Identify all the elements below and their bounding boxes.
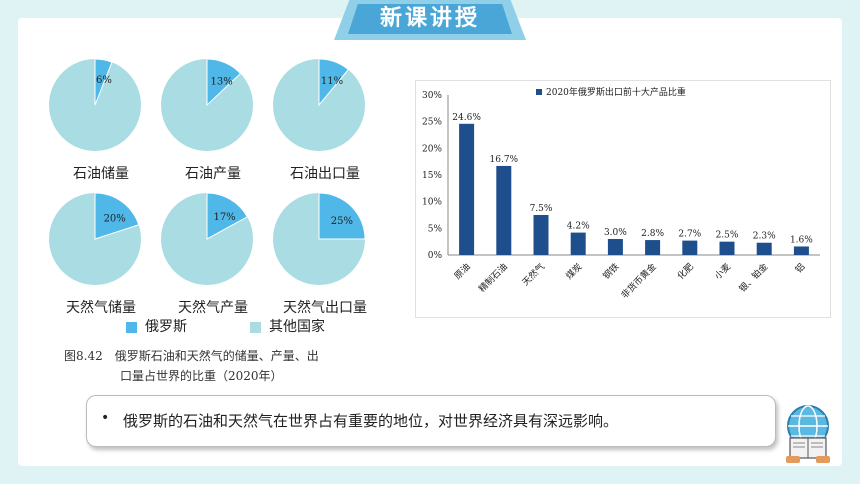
bar-legend: 2020年俄罗斯出口前十大产品比重 (536, 86, 686, 98)
legend-label-russia: 俄罗斯 (145, 319, 187, 335)
legend-swatch-others (250, 321, 261, 333)
y-tick-label: 10% (422, 198, 442, 208)
pie-slice-russia (206, 58, 242, 107)
x-tick-label: 铝 (793, 261, 808, 276)
content-card (18, 18, 842, 466)
note-text: 俄罗斯的石油和天然气在世界占有重要的地位，对世界经济具有深远影响。 (123, 412, 619, 430)
pie-chart: 17% 天然气产量 (160, 192, 266, 320)
note-bullet: • (101, 410, 110, 426)
pie-svg: 25% (273, 192, 366, 285)
bar (719, 241, 735, 255)
bar-legend-label: 2020年俄罗斯出口前十大产品比重 (546, 86, 686, 98)
pie-slice-russia (94, 58, 113, 106)
pie-value-label: 11% (321, 76, 343, 87)
pie-chart: 11% 石油出口量 (272, 58, 378, 186)
figure-caption: 图8.42 俄罗斯石油和天然气的储量、产量、出 口量占世界的比重（2020年） (64, 346, 364, 386)
x-tick-label: 非货币黄金 (618, 261, 658, 301)
bar-chart: 2020年俄罗斯出口前十大产品比重 0% 5% 10% 15% 20% 25% 30% 24.6… (422, 86, 820, 301)
bar-legend-swatch (536, 89, 542, 95)
pie-label: 天然气出口量 (283, 300, 367, 316)
pie-slice-russia (318, 192, 366, 240)
pie-svg: 17% (161, 192, 253, 285)
globe-book-icon (786, 405, 830, 463)
pie-label: 石油出口量 (290, 166, 360, 182)
bar (756, 242, 772, 255)
legend-swatch-russia (126, 321, 137, 333)
pie-chart: 20% 天然气储量 (48, 192, 154, 320)
y-tick-label: 5% (428, 224, 443, 234)
bar (645, 240, 661, 255)
legend-item-others: 其他国家 (250, 316, 325, 336)
pie-slice-russia (94, 192, 140, 240)
legend-label-others: 其他国家 (269, 319, 325, 335)
pie-label: 石油储量 (73, 166, 129, 182)
pie-slice-russia (318, 58, 350, 107)
x-tick-label: 化肥 (675, 261, 696, 282)
y-tick-label: 0% (428, 251, 443, 261)
bar-value-label: 3.0% (604, 228, 627, 238)
bar (682, 240, 698, 255)
x-tick-label: 煤炭 (563, 261, 584, 282)
x-tick-label: 小麦 (712, 261, 733, 282)
y-tick-label: 15% (422, 171, 442, 181)
bar-value-label: 24.6% (452, 113, 481, 123)
bar-value-label: 7.5% (530, 204, 553, 214)
summary-note: • 俄罗斯的石油和天然气在世界占有重要的地位，对世界经济具有深远影响。 (86, 395, 776, 447)
bar-value-label: 16.7% (490, 155, 519, 165)
pie-chart: 6% 石油储量 (48, 58, 154, 186)
pie-svg: 20% (49, 192, 141, 285)
pie-value-label: 20% (104, 213, 126, 224)
bar (607, 239, 623, 255)
x-tick-label: 银、铂金 (736, 261, 770, 295)
pie-svg: 6% (49, 58, 141, 151)
y-tick-label: 20% (422, 144, 442, 154)
pie-slice-russia (206, 192, 248, 240)
bar-value-label: 2.8% (641, 229, 664, 239)
bar-value-label: 1.6% (790, 235, 813, 245)
pie-grid: 6% 石油储量 13% 石油产量 11% 石油出口量 20% 天然气储量 17% 天然气产量 25%… (48, 58, 368, 348)
pie-value-label: 6% (96, 75, 112, 86)
bar-value-label: 2.7% (678, 230, 701, 240)
pie-svg: 11% (273, 58, 365, 151)
pie-value-label: 13% (210, 77, 232, 88)
caption-line-2: 口量占世界的比重（2020年） (120, 369, 283, 383)
bar-value-label: 2.3% (753, 232, 776, 242)
x-tick-label: 钢铁 (600, 261, 621, 282)
bar (459, 123, 475, 255)
pie-label: 天然气储量 (66, 300, 136, 316)
bar-value-label: 4.2% (567, 222, 590, 232)
bar-value-label: 2.5% (716, 231, 739, 241)
title-banner-inner (348, 4, 512, 34)
pie-value-label: 25% (331, 216, 353, 227)
title-banner: 新课讲授 (334, 0, 526, 40)
bar-chart-panel: 2020年俄罗斯出口前十大产品比重 0% 5% 10% 15% 20% 25% 30% 24.6… (415, 80, 831, 318)
y-tick-label: 25% (422, 118, 442, 128)
pie-label: 天然气产量 (178, 300, 248, 316)
pie-value-label: 17% (213, 212, 235, 223)
bar (793, 246, 809, 255)
x-tick-label: 精制石油 (476, 261, 510, 295)
caption-line-1: 图8.42 俄罗斯石油和天然气的储量、产量、出 (64, 349, 319, 363)
legend-item-russia: 俄罗斯 (126, 316, 187, 336)
pie-chart: 13% 石油产量 (160, 58, 266, 186)
page-title: 新课讲授 (379, 6, 480, 31)
bar (496, 165, 512, 255)
x-tick-label: 天然气 (520, 261, 548, 289)
pie-chart: 25% 天然气出口量 (272, 192, 378, 320)
x-tick-label: 原油 (451, 261, 472, 282)
y-tick-label: 30% (422, 91, 442, 101)
pie-label: 石油产量 (185, 166, 241, 182)
bar (533, 215, 549, 255)
bar (570, 232, 586, 255)
pie-svg: 13% (161, 58, 253, 151)
